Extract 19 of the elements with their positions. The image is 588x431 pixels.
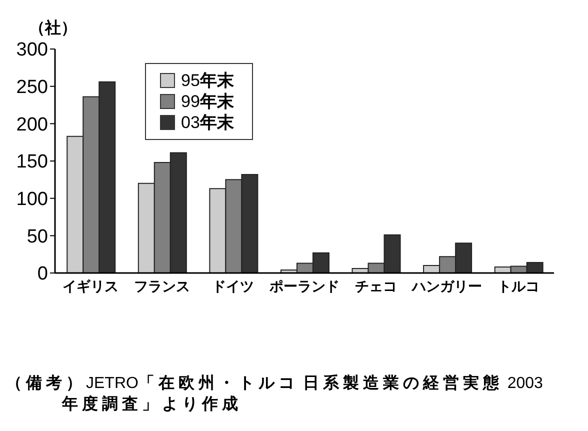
- text: （備考）JETRO「在欧州・トルコ 日系製造業の経営実態 2003年度調査」より作成: [6, 375, 543, 413]
- y-tick-label: 300: [16, 40, 48, 61]
- legend-label: 03年末: [181, 113, 234, 132]
- x-tick-label: フランス: [134, 278, 190, 294]
- x-tick-label: ドイツ: [212, 278, 254, 294]
- y-axis-title: （社）: [29, 18, 77, 39]
- y-tick-label: 250: [16, 77, 48, 98]
- x-tick-label: チェコ: [354, 278, 397, 294]
- x-tick-label: ハンガリー: [411, 278, 482, 294]
- y-tick-label: 0: [37, 264, 48, 285]
- x-tick-label: イギリス: [62, 278, 119, 294]
- legend-label: 99年末: [181, 92, 234, 111]
- y-tick-label: 150: [16, 152, 48, 173]
- y-tick-label: 100: [16, 189, 48, 210]
- legend-label: 95年末: [181, 71, 234, 90]
- y-tick-label: 200: [16, 114, 48, 136]
- y-tick-label: 50: [26, 226, 48, 248]
- x-tick-label: ポーランド: [268, 278, 340, 294]
- x-tick-label: トルコ: [497, 278, 540, 294]
